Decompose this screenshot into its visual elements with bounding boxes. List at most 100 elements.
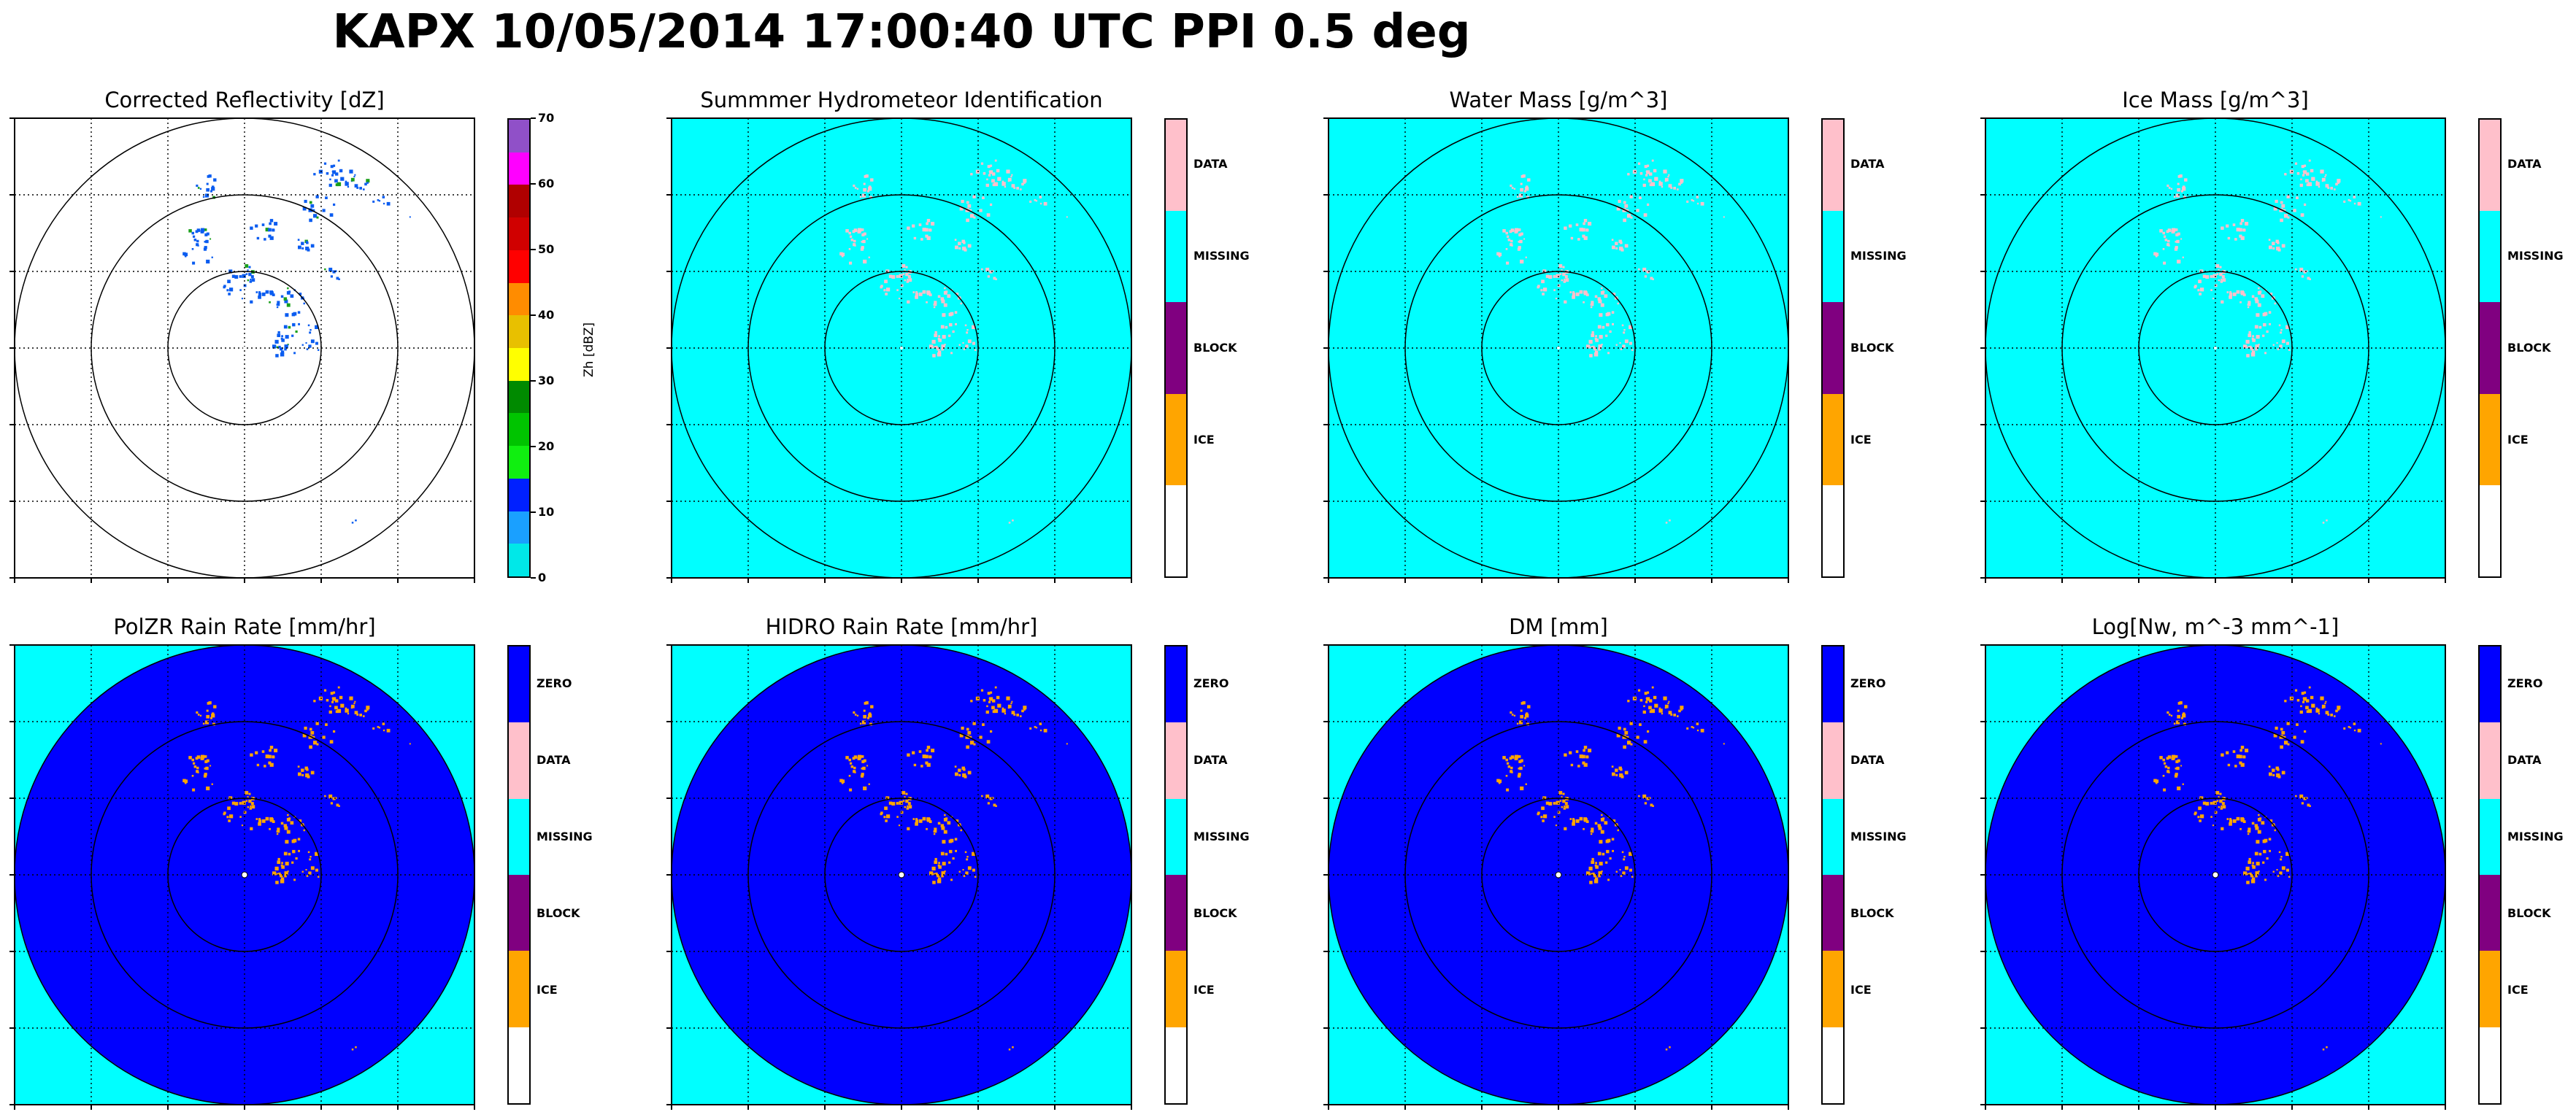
echo-pixel [2175, 228, 2178, 231]
echo-pixel [2246, 354, 2250, 358]
echo-pixel [338, 278, 340, 280]
echo-pixel [229, 814, 234, 819]
echo-pixel [277, 301, 280, 304]
echo-pixel [291, 861, 294, 864]
echo-pixel [860, 774, 864, 778]
echo-pixel [283, 851, 288, 856]
colorbar-segment [509, 1026, 529, 1103]
echo-pixel [2318, 712, 2321, 715]
echo-pixel [967, 244, 972, 248]
echo-pixel [2247, 830, 2250, 833]
echo-pixel [883, 289, 886, 292]
echo-pixel [206, 182, 209, 185]
echo-pixel [995, 805, 997, 807]
echo-pixel [1575, 819, 1580, 823]
echo-pixel [2221, 226, 2224, 230]
echo-pixel [2257, 830, 2261, 834]
echo-pixel [251, 278, 255, 282]
echo-pixel [853, 239, 856, 243]
echo-pixel [2327, 714, 2330, 716]
echo-pixel [313, 741, 318, 745]
echo-pixel [992, 172, 996, 176]
echo-pixel [1627, 741, 1631, 745]
echo-pixel [1620, 348, 1623, 350]
echo-pixel [2177, 714, 2180, 719]
echo-pixel [1668, 174, 1670, 176]
echo-pixel [291, 334, 294, 337]
echo-pixel [2305, 179, 2308, 182]
echo-pixel [989, 270, 993, 274]
echo-pixel [209, 765, 212, 767]
echo-pixel [996, 695, 1000, 700]
echo-pixel [277, 830, 280, 833]
echo-pixel [929, 344, 934, 349]
echo-pixel [280, 864, 283, 867]
echo-pixel [1001, 182, 1006, 186]
echo-pixel [2307, 803, 2310, 807]
echo-pixel [2353, 196, 2356, 198]
echo-pixel [967, 730, 972, 735]
echo-pixel [2212, 274, 2217, 278]
echo-pixel [2305, 706, 2308, 708]
echo-pixel [1569, 818, 1572, 820]
colorbar-segment [1166, 950, 1186, 1027]
echo-pixel [1023, 708, 1026, 711]
echo-pixel [907, 753, 910, 757]
echo-pixel [234, 275, 239, 279]
echo-pixel [284, 826, 288, 830]
echo-pixel [309, 329, 312, 331]
echo-pixel [2281, 730, 2285, 735]
echo-pixel [1642, 710, 1646, 714]
echo-pixel [227, 279, 231, 284]
echo-pixel [2349, 727, 2352, 729]
echo-pixel [1043, 201, 1047, 206]
echo-pixel [2177, 259, 2181, 264]
echo-pixel [2247, 346, 2250, 349]
echo-pixel [964, 851, 967, 854]
echo-pixel [1043, 728, 1047, 733]
echo-pixel [988, 700, 991, 703]
radar-site-marker [898, 871, 905, 878]
echo-pixel [2304, 730, 2307, 733]
echo-pixel [1543, 814, 1547, 819]
echo-pixel [1646, 164, 1650, 167]
echo-pixel [1569, 291, 1572, 293]
echo-pixel [913, 763, 917, 767]
echo-pixel [863, 188, 866, 192]
echo-pixel [1615, 774, 1618, 776]
echo-pixel [1590, 346, 1593, 349]
echo-pixel [272, 228, 275, 232]
echo-pixel [335, 797, 337, 799]
echo-pixel [935, 345, 938, 349]
echo-pixel [972, 325, 976, 329]
echo-pixel [239, 816, 242, 818]
echo-pixel [281, 862, 283, 865]
echo-pixel [1502, 229, 1506, 233]
echo-pixel [2306, 172, 2310, 176]
echo-pixel [247, 806, 249, 808]
echo-pixel [288, 292, 291, 295]
echo-pixel [1648, 706, 1651, 708]
echo-pixel [1595, 339, 1599, 342]
echo-pixel [942, 840, 946, 844]
echo-pixel [1012, 520, 1014, 522]
echo-pixel [245, 264, 249, 268]
echo-pixel [211, 187, 215, 191]
echo-pixel [2357, 728, 2361, 733]
echo-pixel [301, 774, 304, 776]
echo-pixel [954, 765, 957, 768]
echo-pixel [937, 822, 941, 825]
echo-pixel [258, 296, 261, 299]
echo-pixel [942, 862, 946, 866]
echo-pixel [1602, 817, 1605, 820]
echo-pixel [1582, 228, 1585, 232]
echo-pixel [305, 342, 307, 344]
radar-site-marker [1555, 871, 1562, 878]
echo-pixel [985, 710, 989, 714]
echo-pixel [2240, 219, 2245, 223]
echo-pixel [2330, 187, 2333, 190]
echo-pixel [1597, 851, 1602, 856]
echo-pixel [1607, 838, 1611, 843]
echo-pixel [2183, 712, 2185, 715]
echo-pixel [250, 802, 254, 806]
